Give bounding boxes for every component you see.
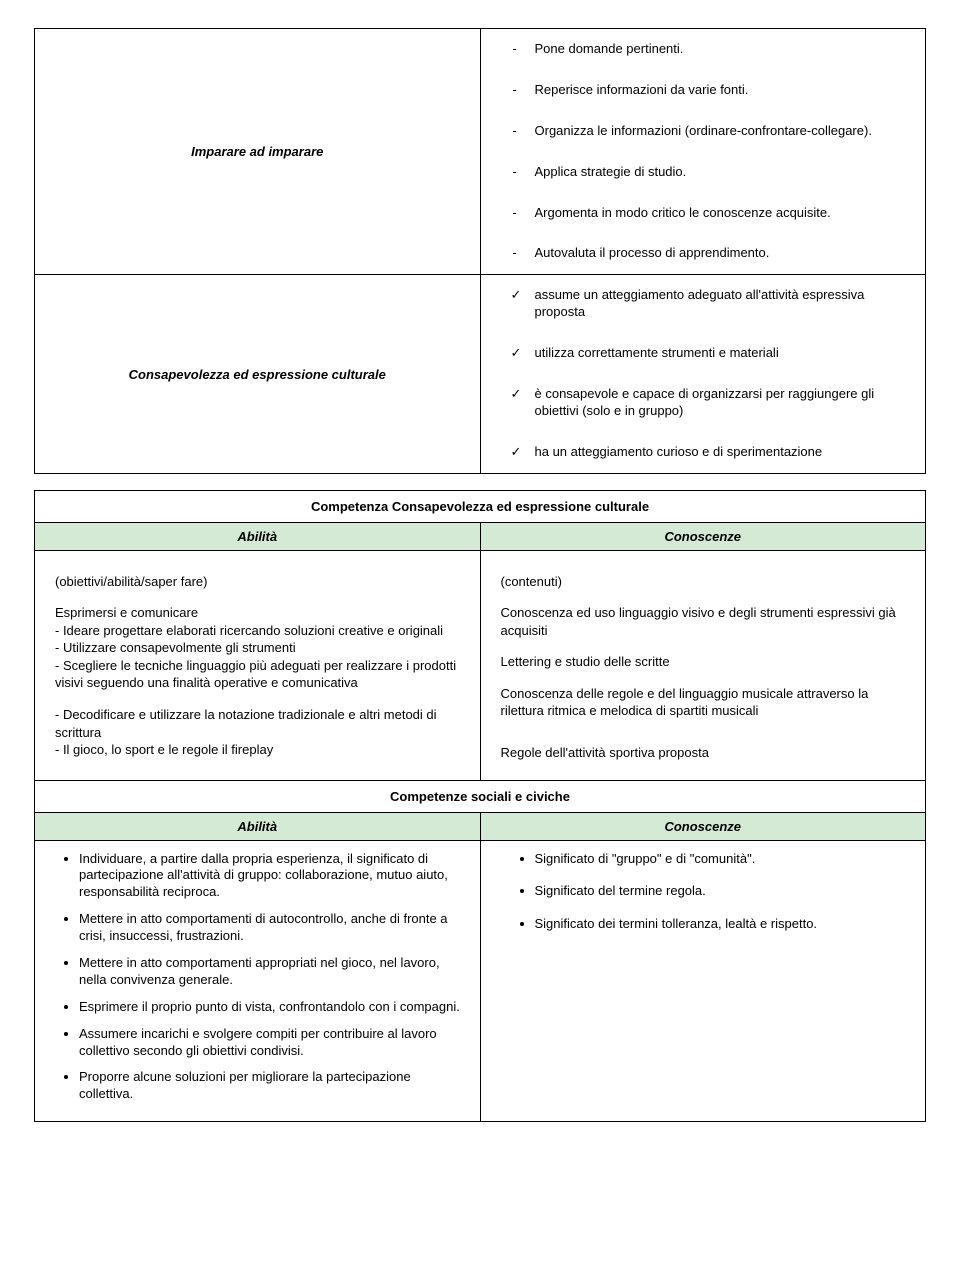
list-item: Significato del termine regola. [535,881,908,914]
para: Conoscenza delle regole e del linguaggio… [501,685,910,720]
list-item: Individuare, a partire dalla propria esp… [79,849,462,910]
list-item: Pone domande pertinenti. [481,29,926,70]
list-item: Proporre alcune soluzioni per migliorare… [79,1067,462,1111]
list-item: Organizza le informazioni (ordinare-conf… [481,111,926,152]
list-item: Mettere in atto comportamenti di autocon… [79,909,462,953]
col-header: Abilità [35,522,481,550]
list-item: Reperisce informazioni da varie fonti. [481,70,926,111]
list-item: Assumere incarichi e svolgere compiti pe… [79,1024,462,1068]
table-row: Consapevolezza ed espressione culturale … [35,275,926,473]
row-items-cell: Pone domande pertinenti. Reperisce infor… [480,29,926,275]
section-title: Competenze sociali e civiche [35,780,926,812]
list-item: Mettere in atto comportamenti appropriat… [79,953,462,997]
col-header: Conoscenze [480,522,926,550]
para: Lettering e studio delle scritte [501,653,910,671]
conoscenze-cell: (contenuti) Conoscenza ed uso linguaggio… [480,550,926,780]
bullet-list: Individuare, a partire dalla propria esp… [35,849,480,1112]
bullet-list: Significato di "gruppo" e di "comunità".… [481,849,926,942]
para: (contenuti) [501,573,910,591]
list-item: assume un atteggiamento adeguato all'att… [481,275,926,333]
list-item: utilizza correttamente strumenti e mater… [481,333,926,374]
content-row: (obiettivi/abilità/saper fare) Esprimers… [35,550,926,780]
list-item: Esprimere il proprio punto di vista, con… [79,997,462,1024]
para: - Decodificare e utilizzare la notazione… [55,706,464,759]
competencies-table-1: Imparare ad imparare Pone domande pertin… [34,28,926,474]
col-header: Conoscenze [480,812,926,840]
para: Regole dell'attività sportiva proposta [501,744,910,762]
check-list: assume un atteggiamento adeguato all'att… [481,275,926,472]
abilita-cell: Individuare, a partire dalla propria esp… [35,840,481,1122]
list-item: è consapevole e capace di organizzarsi p… [481,374,926,432]
list-item: Applica strategie di studio. [481,152,926,193]
section-title-row: Competenze sociali e civiche [35,780,926,812]
header-row: Abilità Conoscenze [35,812,926,840]
list-item: ha un atteggiamento curioso e di sperime… [481,432,926,473]
list-item: Significato dei termini tolleranza, leal… [535,914,908,941]
competencies-table-2: Competenza Consapevolezza ed espressione… [34,490,926,1123]
abilita-cell: (obiettivi/abilità/saper fare) Esprimers… [35,550,481,780]
row-label: Consapevolezza ed espressione culturale [35,275,481,473]
header-row: Abilità Conoscenze [35,522,926,550]
dash-list: Pone domande pertinenti. Reperisce infor… [481,29,926,274]
row-items-cell: assume un atteggiamento adeguato all'att… [480,275,926,473]
content-row: Individuare, a partire dalla propria esp… [35,840,926,1122]
spacer [34,474,926,490]
list-item: Argomenta in modo critico le conoscenze … [481,193,926,234]
para: (obiettivi/abilità/saper fare) [55,573,464,591]
para: Conoscenza ed uso linguaggio visivo e de… [501,604,910,639]
section-title: Competenza Consapevolezza ed espressione… [35,490,926,522]
col-header: Abilità [35,812,481,840]
conoscenze-cell: Significato di "gruppo" e di "comunità".… [480,840,926,1122]
section-title-row: Competenza Consapevolezza ed espressione… [35,490,926,522]
para: Esprimersi e comunicare - Ideare progett… [55,604,464,692]
row-label: Imparare ad imparare [35,29,481,275]
table-row: Imparare ad imparare Pone domande pertin… [35,29,926,275]
list-item: Significato di "gruppo" e di "comunità". [535,849,908,882]
list-item: Autovaluta il processo di apprendimento. [481,233,926,274]
